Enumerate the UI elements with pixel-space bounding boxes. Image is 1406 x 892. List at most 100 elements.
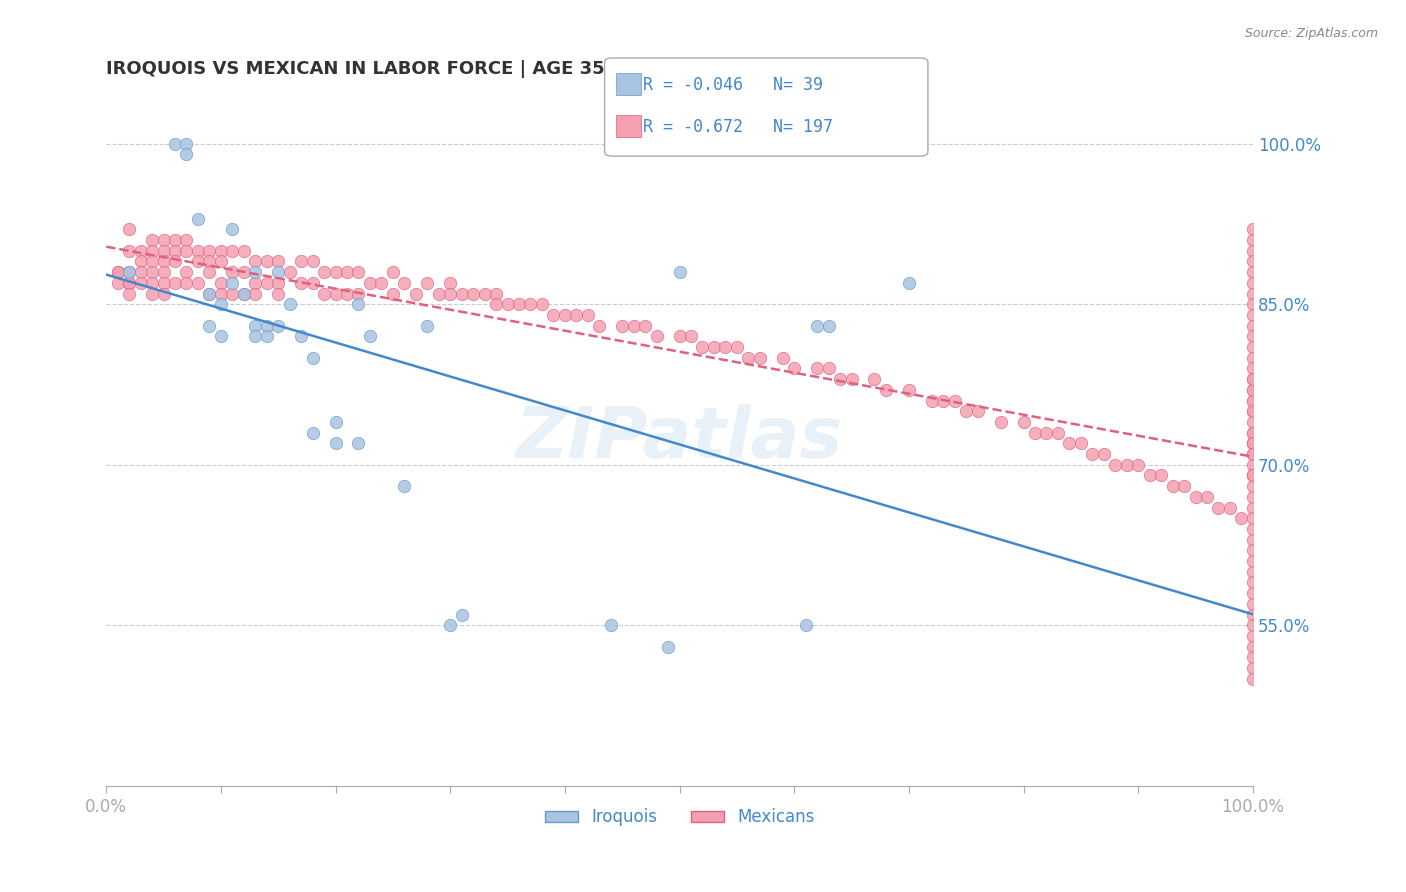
Point	[439, 286, 461, 301]
Point	[1241, 372, 1264, 386]
Point	[1241, 233, 1264, 247]
Point	[118, 265, 141, 279]
Point	[748, 351, 770, 365]
Point	[1241, 479, 1264, 493]
Point	[314, 286, 336, 301]
Point	[141, 286, 163, 301]
Point	[336, 265, 359, 279]
Point	[381, 265, 404, 279]
Point	[118, 286, 141, 301]
Point	[1241, 222, 1264, 236]
Point	[1241, 522, 1264, 536]
Point	[176, 244, 198, 258]
Point	[152, 265, 174, 279]
Point	[1241, 436, 1264, 450]
Point	[256, 254, 278, 268]
Point	[1241, 436, 1264, 450]
Point	[817, 318, 839, 333]
Point	[267, 286, 290, 301]
Point	[1104, 458, 1126, 472]
Point	[543, 308, 565, 322]
Point	[256, 318, 278, 333]
Point	[152, 254, 174, 268]
Point	[737, 351, 759, 365]
Point	[783, 361, 806, 376]
Point	[1241, 533, 1264, 547]
Point	[485, 297, 508, 311]
Point	[1241, 468, 1264, 483]
Point	[657, 640, 679, 654]
Point	[221, 286, 243, 301]
Point	[955, 404, 977, 418]
Point	[129, 254, 152, 268]
Point	[427, 286, 450, 301]
Point	[301, 351, 323, 365]
Point	[612, 318, 634, 333]
Point	[107, 265, 129, 279]
Point	[1208, 500, 1230, 515]
Point	[267, 265, 290, 279]
Point	[1241, 361, 1264, 376]
Point	[1241, 318, 1264, 333]
Point	[496, 297, 519, 311]
Point	[256, 329, 278, 343]
Point	[347, 265, 370, 279]
Point	[187, 211, 209, 226]
Point	[714, 340, 737, 354]
Point	[990, 415, 1012, 429]
Point	[256, 276, 278, 290]
Point	[245, 254, 267, 268]
Point	[187, 244, 209, 258]
Point	[359, 329, 381, 343]
Point	[209, 286, 232, 301]
Point	[141, 276, 163, 290]
Point	[152, 276, 174, 290]
Point	[198, 318, 221, 333]
Point	[1241, 415, 1264, 429]
Point	[450, 286, 472, 301]
Point	[1241, 383, 1264, 397]
Text: Source: ZipAtlas.com: Source: ZipAtlas.com	[1244, 27, 1378, 40]
Point	[439, 618, 461, 632]
Point	[645, 329, 668, 343]
Point	[394, 479, 416, 493]
Point	[267, 318, 290, 333]
Point	[209, 297, 232, 311]
Point	[806, 318, 828, 333]
Point	[1241, 511, 1264, 525]
Point	[1241, 543, 1264, 558]
Point	[1081, 447, 1104, 461]
Point	[278, 297, 301, 311]
Point	[1241, 308, 1264, 322]
Point	[209, 244, 232, 258]
Point	[1092, 447, 1115, 461]
Point	[1035, 425, 1057, 440]
Point	[1241, 650, 1264, 665]
Point	[129, 244, 152, 258]
Point	[863, 372, 886, 386]
Point	[1241, 393, 1264, 408]
Point	[152, 244, 174, 258]
Point	[806, 361, 828, 376]
Point	[1241, 425, 1264, 440]
Point	[1241, 468, 1264, 483]
Point	[118, 276, 141, 290]
Point	[1128, 458, 1150, 472]
Point	[1046, 425, 1069, 440]
Point	[187, 254, 209, 268]
Point	[1241, 565, 1264, 579]
Point	[897, 276, 920, 290]
Point	[463, 286, 485, 301]
Point	[301, 276, 323, 290]
Point	[347, 286, 370, 301]
Point	[1241, 329, 1264, 343]
Point	[485, 286, 508, 301]
Point	[267, 254, 290, 268]
Point	[359, 276, 381, 290]
Point	[1241, 436, 1264, 450]
Point	[1161, 479, 1184, 493]
Point	[209, 329, 232, 343]
Point	[1241, 490, 1264, 504]
Point	[141, 233, 163, 247]
Point	[725, 340, 748, 354]
